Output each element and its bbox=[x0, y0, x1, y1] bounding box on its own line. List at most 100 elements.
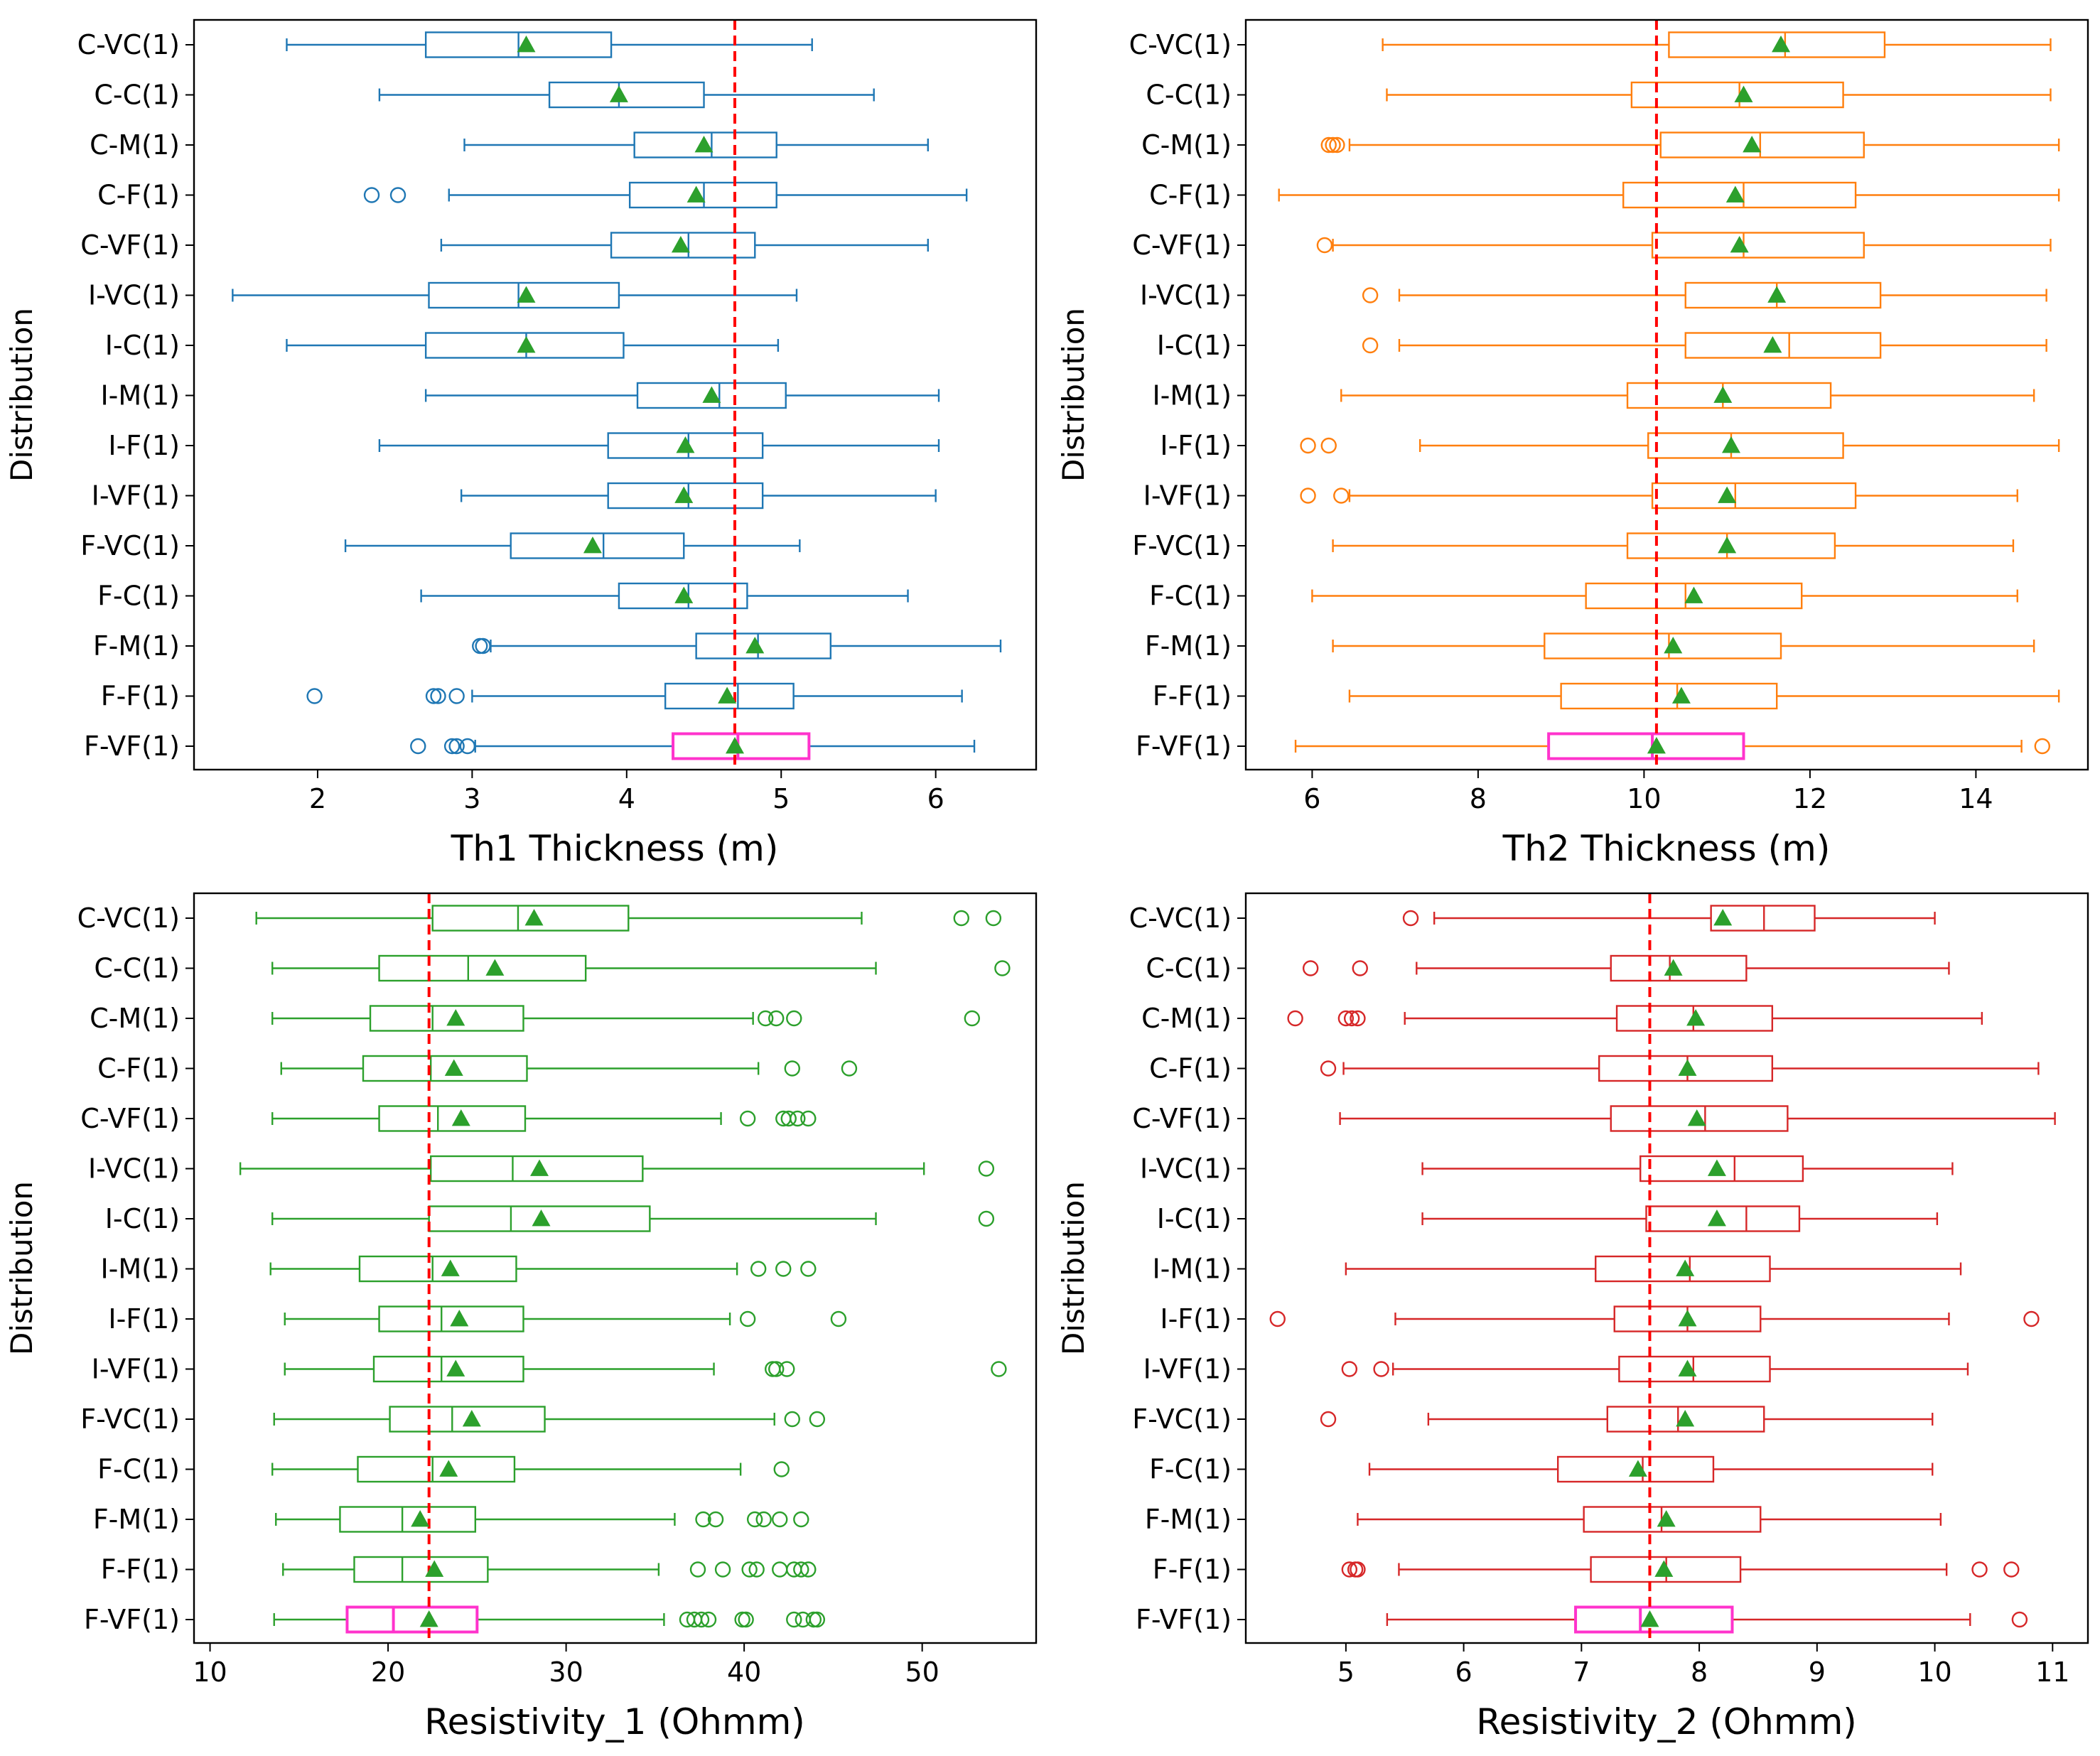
outlier-point bbox=[1373, 1361, 1389, 1377]
outlier-point bbox=[750, 1261, 767, 1277]
outlier-point bbox=[472, 637, 488, 655]
mean-marker bbox=[1686, 1009, 1706, 1026]
mean-marker bbox=[1721, 436, 1740, 453]
outlier-point bbox=[689, 1561, 706, 1578]
y-tick-label: F-F(1) bbox=[101, 681, 180, 712]
box-C-M(1) bbox=[463, 131, 929, 158]
mean-marker bbox=[676, 436, 695, 453]
y-axis-label: Distribution bbox=[1056, 1181, 1091, 1355]
mean-marker bbox=[1671, 686, 1691, 704]
mean-marker bbox=[1657, 1510, 1676, 1527]
chart-panel-1: C-VC(1) C-C(1) C-M(1) C-F(1) C-VF(1) I-VC(1) I… bbox=[4, 18, 1038, 869]
y-tick-label: C-VF(1) bbox=[1132, 1103, 1232, 1134]
outlier-point bbox=[1325, 136, 1341, 153]
mean-marker bbox=[674, 586, 694, 603]
y-tick-label: I-M(1) bbox=[100, 380, 180, 411]
box-F-VF(1) bbox=[1294, 732, 2050, 760]
outlier-point bbox=[1333, 488, 1350, 504]
outlier-point bbox=[739, 1110, 756, 1127]
box-F-C(1) bbox=[1311, 582, 2018, 610]
outlier-point bbox=[830, 1310, 847, 1327]
outlier-point bbox=[475, 637, 491, 655]
x-tick-label: 50 bbox=[905, 1657, 939, 1688]
y-tick-label: C-M(1) bbox=[90, 1003, 180, 1034]
y-tick-label: I-VC(1) bbox=[1140, 280, 1232, 311]
y-tick-label: I-F(1) bbox=[108, 430, 180, 461]
outlier-point bbox=[793, 1561, 809, 1578]
mean-marker bbox=[444, 1059, 463, 1076]
outlier-point bbox=[2023, 1310, 2040, 1327]
outlier-point bbox=[768, 1361, 785, 1377]
y-tick-label: C-F(1) bbox=[1149, 1053, 1232, 1084]
box-C-VF(1) bbox=[271, 1105, 817, 1132]
outlier-point bbox=[1320, 1060, 1337, 1077]
y-tick-label: C-VC(1) bbox=[77, 903, 180, 934]
mean-marker bbox=[517, 36, 536, 53]
y-tick-label: I-F(1) bbox=[1160, 1303, 1232, 1335]
x-tick-label: 5 bbox=[1337, 1657, 1355, 1688]
mean-marker bbox=[702, 386, 721, 403]
box-I-F(1) bbox=[1269, 1305, 2040, 1332]
y-tick-label: F-VC(1) bbox=[1132, 530, 1232, 561]
outlier-point bbox=[800, 1110, 817, 1127]
x-tick-label: 6 bbox=[1455, 1657, 1472, 1688]
iqr-box bbox=[636, 382, 787, 409]
iqr-box bbox=[428, 281, 620, 309]
outlier-point bbox=[1352, 960, 1368, 976]
outlier-point bbox=[1302, 960, 1319, 976]
box-C-VF(1) bbox=[1316, 232, 2052, 259]
outlier-point bbox=[805, 1611, 822, 1628]
y-tick-label: I-VF(1) bbox=[1143, 480, 1232, 512]
y-tick-label: F-VC(1) bbox=[80, 530, 180, 561]
mean-marker bbox=[1718, 537, 1737, 554]
iqr-box bbox=[1615, 1005, 1774, 1032]
outlier-point bbox=[1287, 1010, 1303, 1027]
y-tick-label: F-F(1) bbox=[1153, 681, 1232, 712]
mean-marker bbox=[1678, 1310, 1697, 1327]
y-tick-label: C-F(1) bbox=[97, 180, 180, 211]
iqr-box bbox=[1606, 1406, 1765, 1433]
iqr-box bbox=[1647, 432, 1844, 459]
outlier-point bbox=[425, 688, 442, 704]
iqr-box bbox=[607, 432, 764, 459]
y-tick-label: I-C(1) bbox=[105, 1203, 180, 1234]
y-tick-label: C-VC(1) bbox=[1129, 29, 1232, 60]
box-F-F(1) bbox=[1341, 1556, 2020, 1583]
outlier-point bbox=[779, 1361, 795, 1377]
iqr-box bbox=[607, 482, 764, 510]
iqr-box bbox=[1630, 81, 1844, 109]
y-tick-label: F-VF(1) bbox=[1136, 1604, 1232, 1635]
x-axis-label: Th1 Thickness (m) bbox=[451, 828, 779, 869]
iqr-box bbox=[664, 682, 795, 710]
box-I-M(1) bbox=[1340, 382, 2035, 409]
x-tick-label: 3 bbox=[463, 783, 480, 814]
mean-marker bbox=[530, 1159, 549, 1176]
iqr-box bbox=[1574, 1605, 1734, 1634]
box-C-VC(1) bbox=[286, 31, 813, 58]
iqr-box bbox=[1583, 1506, 1762, 1533]
mean-marker bbox=[446, 1359, 465, 1377]
mean-marker bbox=[1743, 136, 1762, 153]
y-tick-label: F-F(1) bbox=[101, 1554, 180, 1585]
outlier-point bbox=[786, 1611, 802, 1628]
mean-marker bbox=[1647, 737, 1666, 754]
x-tick-label: 10 bbox=[193, 1657, 227, 1688]
outlier-point bbox=[790, 1110, 806, 1127]
iqr-box bbox=[1595, 1255, 1771, 1283]
box-C-C(1) bbox=[1302, 954, 1950, 982]
y-tick-label: I-C(1) bbox=[1157, 330, 1232, 361]
iqr-box bbox=[424, 332, 625, 359]
chart-panel-2: C-VC(1) C-C(1) C-M(1) C-F(1) C-VF(1) I-VC(1) I… bbox=[1056, 18, 2089, 869]
iqr-box bbox=[339, 1506, 477, 1533]
mean-marker bbox=[726, 737, 745, 754]
outlier-point bbox=[2011, 1611, 2028, 1628]
box-F-C(1) bbox=[420, 582, 909, 610]
mean-marker bbox=[1687, 1109, 1706, 1126]
x-tick-label: 5 bbox=[772, 783, 790, 814]
mean-marker bbox=[441, 1259, 460, 1276]
outlier-point bbox=[985, 910, 1002, 927]
iqr-box bbox=[358, 1255, 517, 1283]
outlier-point bbox=[953, 910, 969, 927]
outlier-point bbox=[768, 1010, 785, 1027]
y-tick-label: F-C(1) bbox=[1149, 581, 1232, 612]
